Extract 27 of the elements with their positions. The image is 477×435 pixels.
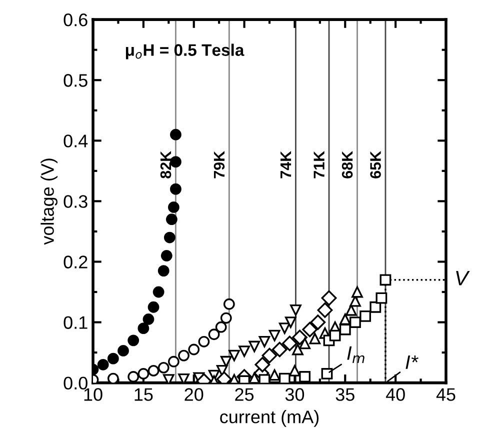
y-axis-title: voltage (V) bbox=[40, 158, 58, 245]
ref-line-label: 71K bbox=[314, 150, 324, 178]
y-tick-label: 0.2 bbox=[64, 256, 88, 268]
x-tick-label: 25 bbox=[235, 388, 254, 401]
x-tick-label: 40 bbox=[386, 388, 405, 401]
x-tick-label: 20 bbox=[184, 388, 204, 401]
x-tick-label: 45 bbox=[436, 388, 456, 401]
ref-line-label: 68K bbox=[342, 150, 353, 178]
ref-line-label: 82K bbox=[160, 150, 172, 178]
y-tick-label: 0.1 bbox=[64, 316, 88, 329]
y-tick-label: 0.6 bbox=[64, 14, 88, 26]
x-tick-label: 10 bbox=[84, 388, 102, 401]
ref-line-label: 79K bbox=[214, 150, 225, 178]
y-tick-label: 0.0 bbox=[64, 376, 88, 390]
annotation: μ$_{o}$H = 0.5 Tesla bbox=[126, 44, 244, 60]
annotation: I* bbox=[406, 356, 418, 369]
annotation: I$_{m}$ bbox=[347, 346, 364, 363]
y-tick-label: 0.4 bbox=[64, 134, 88, 148]
ref-line-label: 74K bbox=[280, 150, 292, 178]
x-tick-label: 30 bbox=[285, 388, 304, 401]
ref-line-label: 65K bbox=[370, 150, 381, 178]
y-tick-label: 0.5 bbox=[64, 74, 88, 87]
x-tick-label: 15 bbox=[134, 388, 153, 401]
annotation: V bbox=[456, 270, 470, 286]
x-tick-label: 35 bbox=[336, 388, 354, 401]
x-axis-title: current (mA) bbox=[220, 410, 319, 427]
y-tick-label: 0.3 bbox=[64, 195, 88, 208]
